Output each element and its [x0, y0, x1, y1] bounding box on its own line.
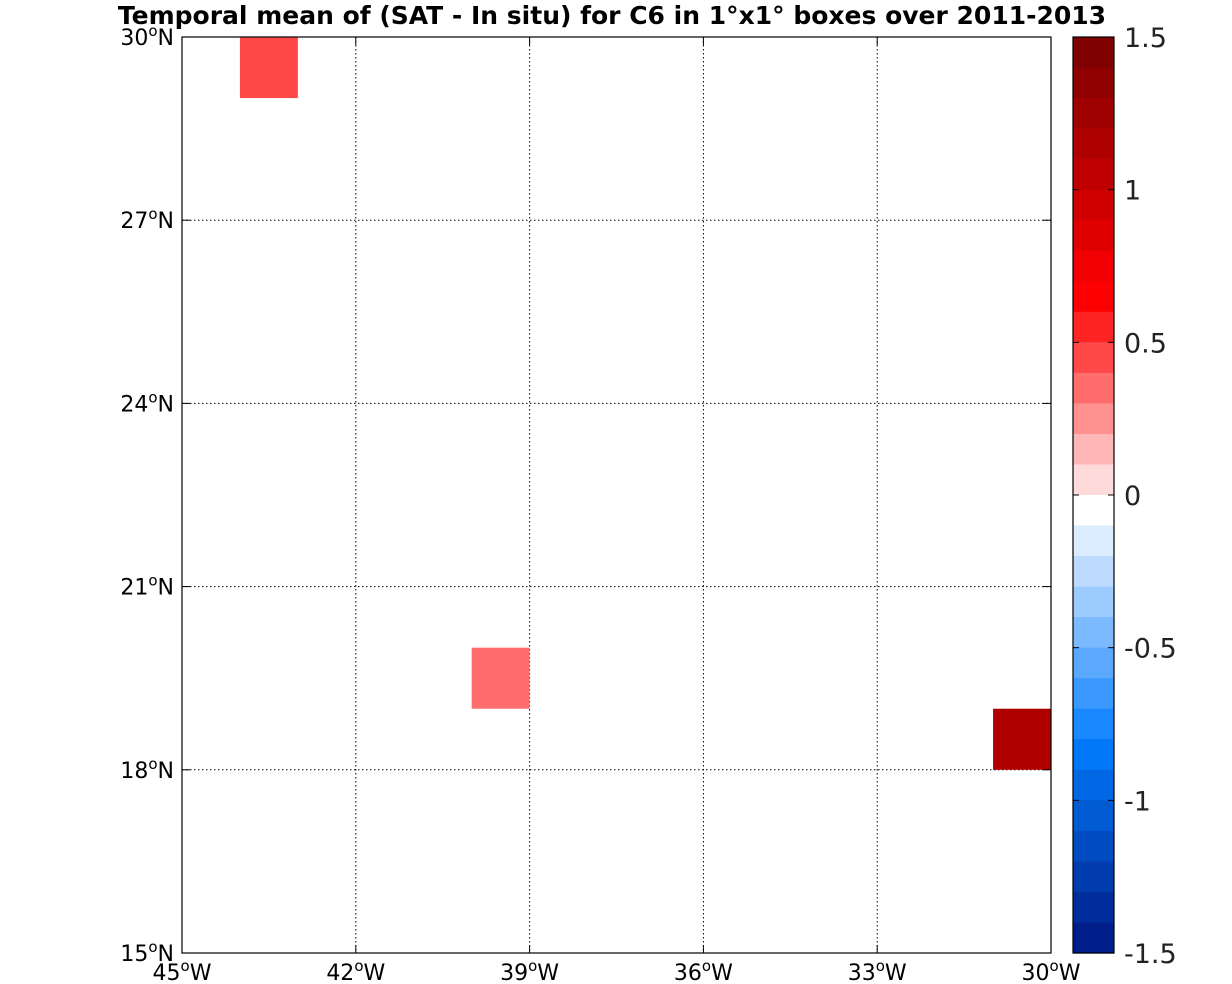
- colorbar-level: [1073, 861, 1114, 893]
- colorbar-level: [1073, 525, 1114, 557]
- colorbar-level: [1073, 678, 1114, 710]
- colorbar-tick-label: -0.5: [1124, 634, 1177, 665]
- x-tick-label: 42oW: [326, 957, 385, 984]
- colorbar-level: [1073, 708, 1114, 740]
- colorbar-tick-label: 0: [1124, 481, 1141, 512]
- colorbar-level: [1073, 433, 1114, 466]
- colorbar-level: [1073, 464, 1114, 496]
- chart-title: Temporal mean of (SAT - In situ) for C6 …: [118, 1, 1106, 30]
- colorbar-level: [1073, 830, 1114, 862]
- x-tick-label: 30oW: [1022, 957, 1081, 984]
- colorbar-level: [1073, 617, 1114, 649]
- colorbar-level: [1073, 891, 1114, 924]
- colorbar-tick-label: -1.5: [1124, 939, 1177, 970]
- colorbar: 1.5 1 0.5 0 -0.5 -1 -1.5: [1073, 23, 1177, 970]
- colorbar-level: [1073, 769, 1114, 801]
- grid-layer: [182, 37, 1051, 953]
- colorbar-level: [1073, 800, 1114, 832]
- y-tick-label: 15oN: [120, 938, 174, 967]
- colorbar-level: [1073, 647, 1114, 679]
- y-tick-label: 18oN: [120, 755, 174, 784]
- colorbar-level: [1073, 586, 1114, 618]
- colorbar-level: [1073, 98, 1114, 130]
- axis-ticks: 45oW 42oW 39oW 36oW 33oW 30oW 15oN 18oN 21oN 24oN…: [120, 22, 1080, 984]
- data-box: [587, 281, 646, 343]
- colorbar-level: [1073, 128, 1114, 160]
- colorbar-level: [1073, 281, 1114, 313]
- colorbar-level: [1073, 189, 1114, 221]
- y-tick-label: 27oN: [120, 205, 174, 234]
- data-box: [471, 647, 530, 709]
- plot-frame: [181, 36, 1052, 954]
- x-tick-label: 45oW: [153, 957, 212, 984]
- colorbar-level: [1073, 220, 1114, 252]
- colorbar-level: [1073, 372, 1114, 404]
- colorbar-tick-label: -1: [1124, 786, 1151, 817]
- colorbar-level: [1073, 311, 1114, 343]
- data-box: [993, 708, 1051, 770]
- y-tick-label: 30oN: [120, 22, 174, 51]
- colorbar-tick-label: 0.5: [1124, 328, 1167, 359]
- colorbar-level: [1073, 67, 1114, 99]
- colorbar-tick-label: 1: [1124, 176, 1141, 207]
- colorbar-level: [1073, 922, 1114, 954]
- x-tick-label: 36oW: [674, 957, 733, 984]
- colorbar-level: [1073, 739, 1114, 771]
- colorbar-level: [1073, 403, 1114, 435]
- y-tick-label: 21oN: [120, 572, 174, 601]
- colorbar-tick-label: 1.5: [1124, 23, 1167, 54]
- colorbar-level: [1073, 342, 1114, 374]
- data-boxes: [239, 37, 1051, 770]
- colorbar-level: [1073, 556, 1114, 588]
- colorbar-level: [1073, 159, 1114, 191]
- x-tick-label: 33oW: [848, 957, 907, 984]
- x-tick-label: 39oW: [500, 957, 559, 984]
- data-box: [239, 37, 298, 99]
- colorbar-frame: [1072, 36, 1115, 954]
- colorbar-level: [1073, 37, 1114, 69]
- colorbar-level: [1073, 250, 1114, 282]
- y-tick-label: 24oN: [120, 388, 174, 417]
- colorbar-level: [1073, 495, 1114, 527]
